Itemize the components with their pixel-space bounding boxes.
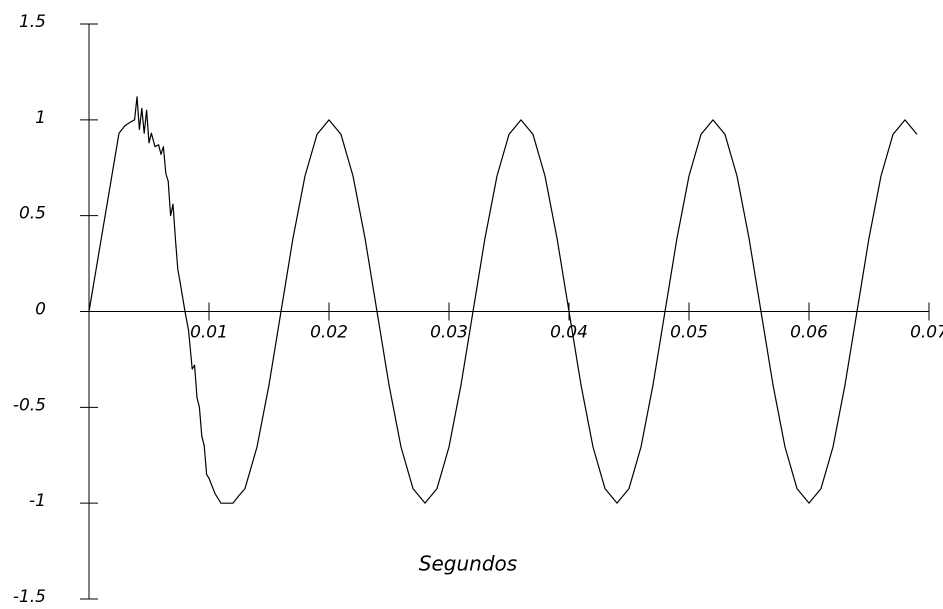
y-tick-label: 1.5 bbox=[19, 12, 46, 32]
y-tick-label: 0 bbox=[35, 300, 46, 320]
y-tick-label: -1.5 bbox=[13, 587, 46, 607]
x-tick-label: 0.01 bbox=[190, 323, 228, 343]
signal-line bbox=[88, 96, 918, 504]
y-tick-label: 1 bbox=[35, 108, 46, 128]
y-tick-label: 0.5 bbox=[19, 204, 46, 224]
x-tick-label: 0.07 bbox=[910, 323, 943, 343]
y-tick-label: -0.5 bbox=[13, 395, 46, 415]
x-tick-label: 0.05 bbox=[670, 323, 708, 343]
x-axis-label: Segundos bbox=[419, 552, 517, 576]
y-tick-label: -1 bbox=[29, 491, 46, 511]
x-tick-label: 0.06 bbox=[790, 323, 828, 343]
x-tick-label: 0.02 bbox=[310, 323, 348, 343]
x-tick-label: 0.03 bbox=[430, 323, 468, 343]
x-tick-label: 0.04 bbox=[550, 323, 588, 343]
